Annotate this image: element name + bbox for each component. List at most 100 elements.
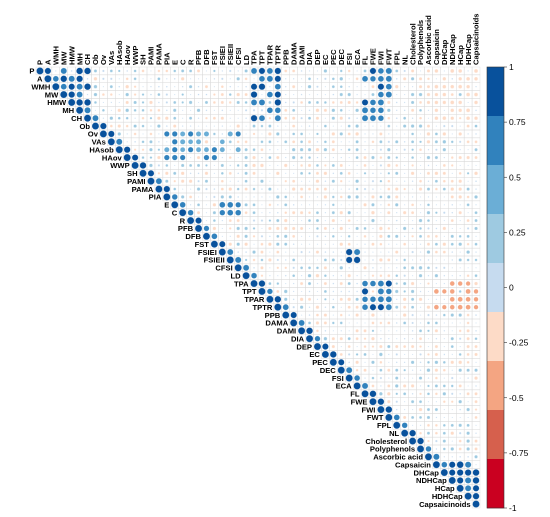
correlation-circle bbox=[364, 259, 366, 261]
correlation-circle bbox=[332, 70, 335, 72]
correlation-circle bbox=[141, 156, 145, 160]
correlation-circle bbox=[403, 235, 406, 238]
correlation-circle bbox=[315, 163, 319, 167]
correlation-circle bbox=[450, 242, 454, 246]
correlation-circle bbox=[323, 108, 328, 113]
correlation-circle bbox=[467, 101, 469, 104]
correlation-circle bbox=[261, 133, 263, 135]
correlation-circle bbox=[442, 250, 446, 254]
correlation-circle bbox=[188, 179, 193, 184]
legend-band bbox=[487, 312, 504, 362]
correlation-circle bbox=[450, 156, 454, 159]
correlation-circle bbox=[253, 180, 255, 182]
correlation-circle bbox=[340, 188, 342, 190]
correlation-circle bbox=[83, 114, 92, 122]
correlation-circle bbox=[377, 280, 385, 287]
correlation-circle bbox=[244, 203, 248, 207]
correlation-circle bbox=[467, 385, 469, 387]
correlation-circle bbox=[418, 329, 423, 333]
correlation-circle bbox=[474, 455, 478, 459]
correlation-circle bbox=[181, 117, 184, 119]
correlation-circle bbox=[54, 70, 57, 72]
correlation-circle bbox=[283, 234, 288, 239]
correlation-circle bbox=[195, 147, 202, 153]
correlation-circle bbox=[427, 259, 430, 261]
correlation-circle bbox=[348, 180, 350, 182]
correlation-circle bbox=[465, 288, 471, 295]
correlation-circle bbox=[316, 282, 319, 285]
correlation-circle bbox=[348, 109, 350, 112]
correlation-circle bbox=[355, 155, 359, 160]
correlation-circle bbox=[419, 100, 423, 104]
correlation-circle bbox=[371, 336, 375, 341]
correlation-circle bbox=[417, 437, 424, 445]
correlation-circle bbox=[475, 164, 477, 167]
correlation-circle bbox=[236, 77, 240, 81]
correlation-circle bbox=[403, 377, 406, 379]
correlation-circle bbox=[134, 140, 137, 143]
correlation-circle bbox=[339, 76, 344, 81]
correlation-circle bbox=[331, 163, 335, 168]
correlation-circle bbox=[364, 361, 366, 364]
correlation-circle bbox=[458, 171, 462, 175]
correlation-circle bbox=[110, 109, 113, 112]
correlation-circle bbox=[179, 209, 187, 217]
correlation-circle bbox=[411, 203, 415, 207]
correlation-circle bbox=[157, 172, 161, 175]
correlation-circle bbox=[435, 211, 438, 215]
correlation-circle bbox=[133, 77, 137, 81]
correlation-circle bbox=[100, 122, 107, 130]
correlation-circle bbox=[93, 76, 98, 81]
correlation-circle bbox=[307, 273, 312, 278]
correlation-circle bbox=[291, 210, 296, 215]
column-label: P bbox=[36, 60, 45, 65]
correlation-circle bbox=[76, 67, 84, 75]
correlation-circle bbox=[395, 266, 398, 269]
correlation-circle bbox=[419, 361, 422, 364]
correlation-circle bbox=[332, 267, 335, 269]
correlation-circle bbox=[323, 266, 328, 270]
correlation-circle bbox=[434, 376, 438, 380]
correlation-circle bbox=[426, 305, 431, 310]
correlation-circle bbox=[284, 203, 288, 207]
correlation-circle bbox=[427, 274, 430, 277]
correlation-circle bbox=[340, 345, 342, 348]
correlation-circle bbox=[284, 179, 288, 183]
correlation-circle bbox=[449, 304, 455, 310]
correlation-circle bbox=[411, 369, 414, 372]
correlation-circle bbox=[371, 376, 375, 380]
correlation-circle bbox=[369, 99, 377, 106]
correlation-circle bbox=[283, 218, 288, 223]
correlation-circle bbox=[474, 100, 478, 105]
correlation-circle bbox=[44, 75, 52, 83]
correlation-circle bbox=[141, 93, 145, 96]
correlation-circle bbox=[292, 140, 296, 144]
correlation-circle bbox=[173, 116, 177, 120]
correlation-circle bbox=[236, 140, 240, 144]
correlation-circle bbox=[372, 227, 374, 230]
correlation-circle bbox=[475, 322, 477, 324]
correlation-circle bbox=[355, 132, 359, 136]
correlation-circle bbox=[442, 439, 446, 443]
legend-tick-label: -0.25 bbox=[509, 338, 529, 348]
correlation-circle bbox=[361, 75, 369, 82]
correlation-circle bbox=[395, 392, 399, 396]
correlation-circle bbox=[411, 219, 414, 222]
column-label: HDHCap bbox=[464, 34, 473, 65]
correlation-circle bbox=[348, 227, 350, 230]
correlation-circle bbox=[435, 204, 438, 206]
correlation-circle bbox=[308, 93, 311, 96]
correlation-circle bbox=[388, 330, 390, 332]
correlation-circle bbox=[227, 201, 234, 208]
correlation-circle bbox=[220, 92, 224, 97]
correlation-circle bbox=[283, 226, 288, 231]
correlation-circle bbox=[433, 453, 440, 461]
correlation-circle bbox=[340, 141, 342, 143]
correlation-circle bbox=[411, 321, 414, 325]
row-label: DEC bbox=[320, 366, 337, 375]
correlation-circle bbox=[458, 76, 463, 81]
grid-cell bbox=[471, 499, 481, 509]
correlation-circle bbox=[371, 360, 375, 365]
correlation-circle bbox=[219, 209, 226, 216]
legend-band bbox=[487, 214, 504, 264]
